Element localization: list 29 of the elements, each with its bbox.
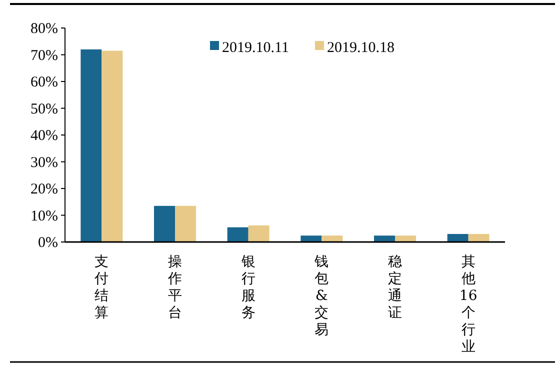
- y-tick-label: 0%: [38, 235, 58, 251]
- y-tick-label: 20%: [30, 182, 58, 198]
- y-tick-label: 60%: [30, 74, 58, 90]
- y-tick-label: 10%: [30, 208, 58, 224]
- bar: [154, 206, 175, 242]
- y-tick-label: 30%: [30, 154, 58, 171]
- bar: [102, 50, 123, 242]
- y-tick-label: 70%: [30, 48, 58, 64]
- bar: [227, 227, 248, 242]
- x-tick-label: 支付结算: [94, 254, 109, 321]
- bar: [175, 206, 196, 242]
- legend-label: 2019.10.11: [222, 40, 289, 56]
- y-tick-label: 40%: [30, 128, 58, 144]
- y-tick-label: 80%: [30, 21, 58, 37]
- bar: [322, 236, 343, 242]
- y-tick-label: 50%: [30, 101, 58, 118]
- bar: [468, 234, 490, 242]
- x-tick-label: 钱包&交易: [314, 254, 329, 338]
- bar: [447, 234, 468, 242]
- bar: [248, 225, 270, 242]
- bar: [80, 49, 102, 242]
- x-tick-label: 其他16个行业: [459, 254, 478, 355]
- x-tick-label: 操作平台: [167, 254, 182, 321]
- bar: [374, 236, 395, 242]
- x-tick-label: 稳定通证: [388, 254, 402, 321]
- legend-label: 2019.10.18: [327, 40, 394, 56]
- bar: [395, 236, 416, 242]
- x-tick-label: 银行服务: [240, 254, 256, 321]
- bar: [300, 236, 322, 242]
